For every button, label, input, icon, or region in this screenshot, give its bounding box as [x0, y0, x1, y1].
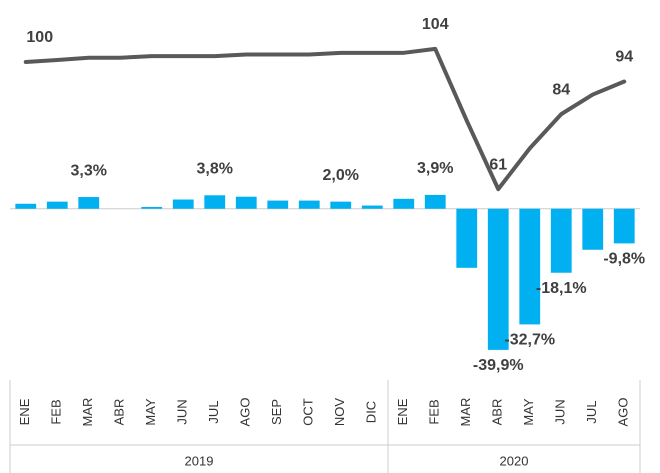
data-label: 3,3%: [71, 162, 107, 179]
x-group-label: 2020: [500, 453, 529, 468]
x-tick-label: MAR: [80, 398, 95, 427]
data-label: 94: [615, 49, 633, 66]
bar: [424, 194, 446, 209]
x-tick-label: AGO: [238, 398, 253, 427]
data-label: 100: [26, 29, 53, 46]
bar: [330, 201, 352, 209]
x-tick-label: FEB: [427, 399, 442, 424]
x-tick-label: ABR: [490, 399, 505, 426]
bar: [613, 208, 635, 244]
bar: [582, 208, 604, 250]
x-tick-label: JUN: [175, 399, 190, 424]
bar: [46, 201, 68, 209]
x-tick-label: DIC: [364, 401, 379, 423]
bar: [298, 200, 320, 209]
bar: [393, 198, 415, 209]
data-label: -18,1%: [536, 280, 587, 297]
bar: [456, 208, 478, 268]
line: [23, 46, 627, 192]
bar: [204, 195, 226, 209]
x-tick-label: JUN: [553, 399, 568, 424]
x-tick-label: JUL: [206, 400, 221, 423]
x-tick-label: ABR: [112, 399, 127, 426]
data-label: 84: [552, 81, 570, 98]
x-tick-label: NOV: [332, 398, 347, 427]
bar: [15, 203, 37, 209]
bar: [141, 206, 163, 209]
x-tick-label: JUL: [584, 400, 599, 423]
bar: [235, 196, 257, 209]
bar: [550, 208, 572, 273]
bar: [361, 205, 383, 209]
x-tick-label: FEB: [49, 399, 64, 424]
x-tick-label: AGO: [616, 398, 631, 427]
x-tick-label: ENE: [17, 398, 32, 425]
x-tick-label: SEP: [269, 399, 284, 425]
x-tick-label: MAR: [458, 398, 473, 427]
bar: [487, 208, 509, 350]
data-label: 3,8%: [197, 161, 233, 178]
x-tick-label: MAY: [143, 398, 158, 426]
x-tick-label: MAY: [521, 398, 536, 426]
x-tick-label: ENE: [395, 398, 410, 425]
data-label: 2,0%: [323, 167, 359, 184]
x-group-label: 2019: [185, 453, 214, 468]
bar: [172, 199, 194, 209]
bar: [519, 208, 541, 325]
bar: [78, 197, 100, 209]
data-label: -9,8%: [603, 251, 645, 268]
data-label: 61: [489, 156, 507, 173]
bar: [267, 200, 289, 209]
data-label: -32,7%: [504, 332, 555, 349]
x-tick-label: OCT: [301, 398, 316, 426]
data-label: 104: [422, 16, 449, 33]
data-label: -39,9%: [473, 357, 524, 374]
data-label: 3,9%: [417, 160, 453, 177]
